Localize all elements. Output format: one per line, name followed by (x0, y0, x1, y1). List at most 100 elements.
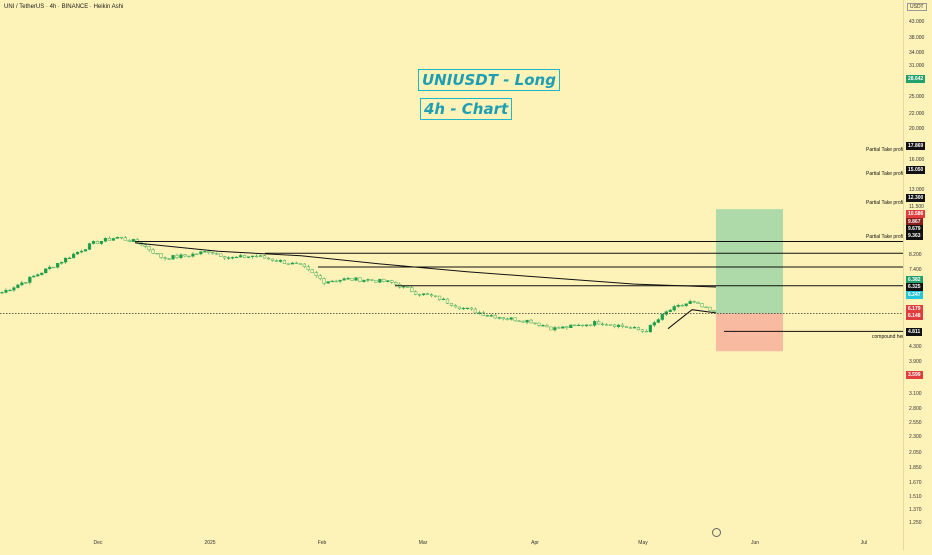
candle-body (235, 256, 239, 259)
candle-body (533, 322, 537, 324)
candle-body (644, 330, 648, 333)
time-label-feb: Feb (317, 540, 327, 546)
candle-body (346, 278, 350, 280)
candle-body (601, 323, 605, 326)
price-tick: 7.400 (909, 267, 922, 273)
moving-average-line (134, 242, 717, 288)
candle-body (545, 325, 549, 328)
price-tick: 1.510 (909, 494, 922, 500)
candle-body (127, 240, 131, 242)
tp-label-3: Partial Take profit (866, 200, 905, 206)
chart-area[interactable] (0, 0, 903, 550)
candle-body (20, 282, 24, 286)
candle-body (282, 260, 287, 264)
candle-body (294, 262, 298, 264)
candle-body (509, 317, 513, 320)
candle-body (485, 315, 489, 317)
clock-icon[interactable] (712, 528, 721, 537)
candle-body (616, 324, 621, 327)
candle-body (656, 319, 660, 323)
tp-label-4: Partial Take profit (866, 234, 905, 240)
candle-body (103, 238, 108, 242)
candle-body (278, 260, 283, 262)
candle-body (712, 310, 716, 312)
candle-body (386, 280, 390, 282)
candle-body (123, 237, 127, 241)
candle-body (179, 254, 183, 258)
candle-body (167, 258, 171, 260)
candle-body (505, 318, 509, 320)
current-price-badge: 6.247 (906, 291, 923, 299)
time-label-apr: Apr (531, 540, 539, 546)
price-tick: 3.100 (909, 391, 922, 397)
candle-body (147, 246, 151, 251)
price-badge-red-2: 6.179 (906, 305, 923, 313)
price-tick: 1.850 (909, 465, 922, 471)
candle-body (115, 236, 119, 239)
price-tick: 25.000 (909, 94, 925, 100)
candle-body (648, 324, 652, 333)
candle-body (95, 241, 100, 244)
candle-body (589, 324, 593, 326)
candle-body (692, 301, 696, 303)
candle-body (473, 308, 477, 314)
candle-body (688, 301, 692, 304)
candle-body (28, 276, 32, 283)
price-tick: 2.300 (909, 434, 922, 440)
candle-body (410, 287, 414, 292)
candle-body (668, 309, 672, 312)
target-price-badge: 28.642 (906, 75, 926, 83)
candle-body (227, 257, 231, 259)
candle-body (79, 250, 84, 253)
price-tick: 43.000 (909, 19, 925, 25)
candle-body (481, 312, 485, 316)
candle-body (465, 307, 469, 309)
candle-body (378, 278, 382, 283)
candle-body (171, 255, 175, 260)
title-annotation[interactable]: UNIUSDT - Long (418, 69, 560, 91)
candle-body (266, 257, 271, 260)
candle-body (274, 260, 279, 262)
price-scale[interactable] (903, 0, 932, 550)
candle-body (477, 312, 481, 314)
candle-body (461, 307, 466, 310)
candle-body (521, 320, 525, 323)
candle-body (541, 325, 545, 327)
candle-body (99, 241, 104, 244)
candle-body (64, 257, 68, 263)
price-tick: 2.050 (909, 450, 922, 456)
price-tick: 1.670 (909, 480, 922, 486)
stop-price-badge: 3.599 (906, 371, 923, 379)
price-badge-green: 6.382 (906, 276, 923, 284)
candle-body (0, 292, 4, 294)
price-tick: 1.250 (909, 520, 922, 526)
symbol-title[interactable]: UNI / TetherUS · 4h · BINANCE · Heikin A… (4, 4, 124, 10)
candle-body (366, 279, 370, 281)
candle-body (640, 329, 645, 332)
price-badge-black: 9.679 (906, 225, 923, 233)
candle-body (696, 301, 700, 304)
candle-body (151, 249, 155, 254)
candle-body (68, 257, 72, 259)
currency-label[interactable]: USDT (907, 3, 927, 11)
candle-body (326, 281, 330, 284)
candle-body (469, 307, 473, 310)
candle-body (636, 327, 641, 331)
candle-body (537, 322, 541, 326)
candle-body (418, 294, 422, 296)
candle-body (52, 266, 56, 269)
candle-body (433, 295, 438, 297)
candle-body (354, 277, 358, 281)
candle-body (608, 324, 613, 326)
time-label-dec: Dec (93, 540, 103, 546)
candle-body (159, 253, 163, 258)
candle-body (48, 266, 52, 269)
subtitle-annotation[interactable]: 4h - Chart (420, 98, 513, 120)
candle-body (330, 280, 334, 283)
candle-body (314, 272, 318, 276)
candle-body (247, 256, 251, 258)
candle-body (612, 324, 617, 327)
price-chart[interactable] (0, 0, 903, 550)
candle-body (258, 255, 263, 257)
candle-body (8, 289, 12, 292)
